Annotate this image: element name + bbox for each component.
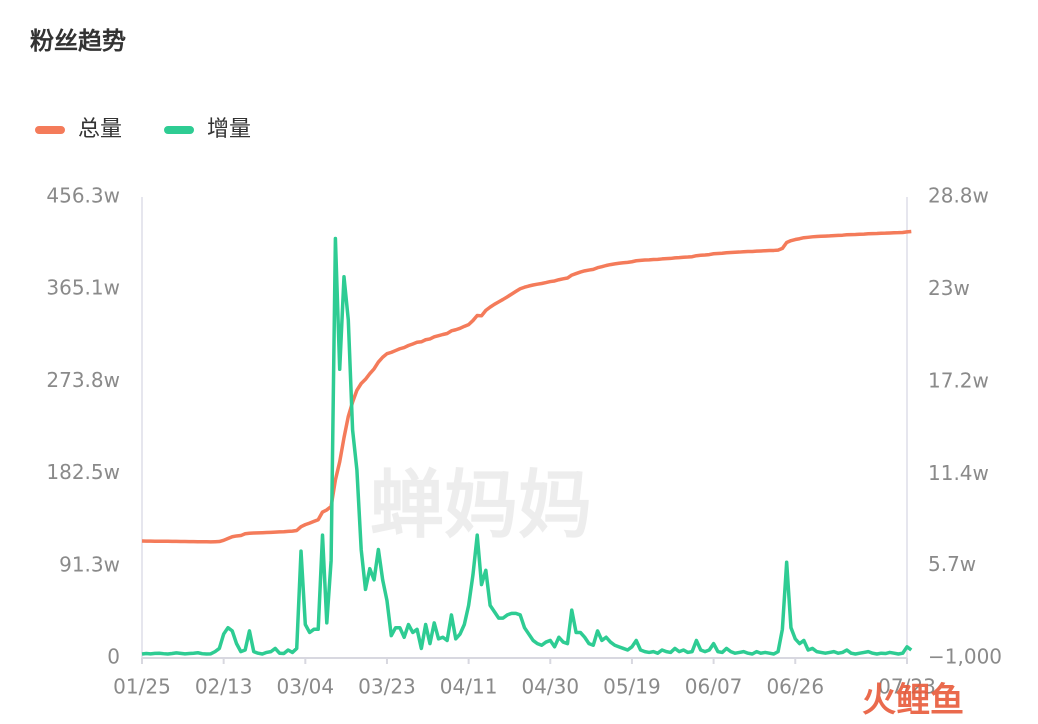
x-tick-label: 05/19 (603, 675, 661, 699)
legend-label: 增量 (207, 117, 251, 142)
legend-label: 总量 (78, 117, 122, 142)
y2-tick-label: 5.7w (928, 552, 976, 576)
y-tick-label: 365.1w (46, 276, 120, 300)
y-tick-label: 273.8w (46, 368, 120, 392)
x-tick-label: 04/30 (521, 675, 579, 699)
logo: 火鲤鱼 (862, 681, 964, 721)
y2-tick-label: −1,000 (928, 645, 1002, 669)
x-tick-label: 01/25 (113, 675, 171, 699)
y-tick-label: 0 (107, 645, 120, 669)
x-tick-label: 07/23 (878, 675, 936, 699)
x-tick-label: 03/04 (276, 675, 334, 699)
watermark: 蝉妈妈 (370, 463, 592, 549)
y2-tick-label: 17.2w (928, 369, 989, 393)
y-tick-label: 456.3w (46, 184, 120, 208)
x-tick-label: 02/13 (195, 675, 253, 699)
y-tick-label: 182.5w (46, 460, 120, 484)
x-tick-label: 04/11 (440, 675, 498, 699)
chart-title: 粉丝趋势 (30, 27, 126, 55)
y2-tick-label: 11.4w (928, 461, 989, 485)
x-tick-label: 06/26 (766, 675, 824, 699)
legend-swatch (35, 126, 65, 134)
series-line (141, 236, 913, 656)
x-tick-label: 03/23 (358, 675, 416, 699)
series-line (141, 229, 912, 544)
legend-swatch (164, 126, 195, 134)
y-tick-label: 91.3w (59, 552, 120, 576)
y2-tick-label: 28.8w (928, 184, 989, 208)
y2-tick-label: 23w (928, 276, 970, 300)
x-tick-label: 06/07 (685, 675, 743, 699)
